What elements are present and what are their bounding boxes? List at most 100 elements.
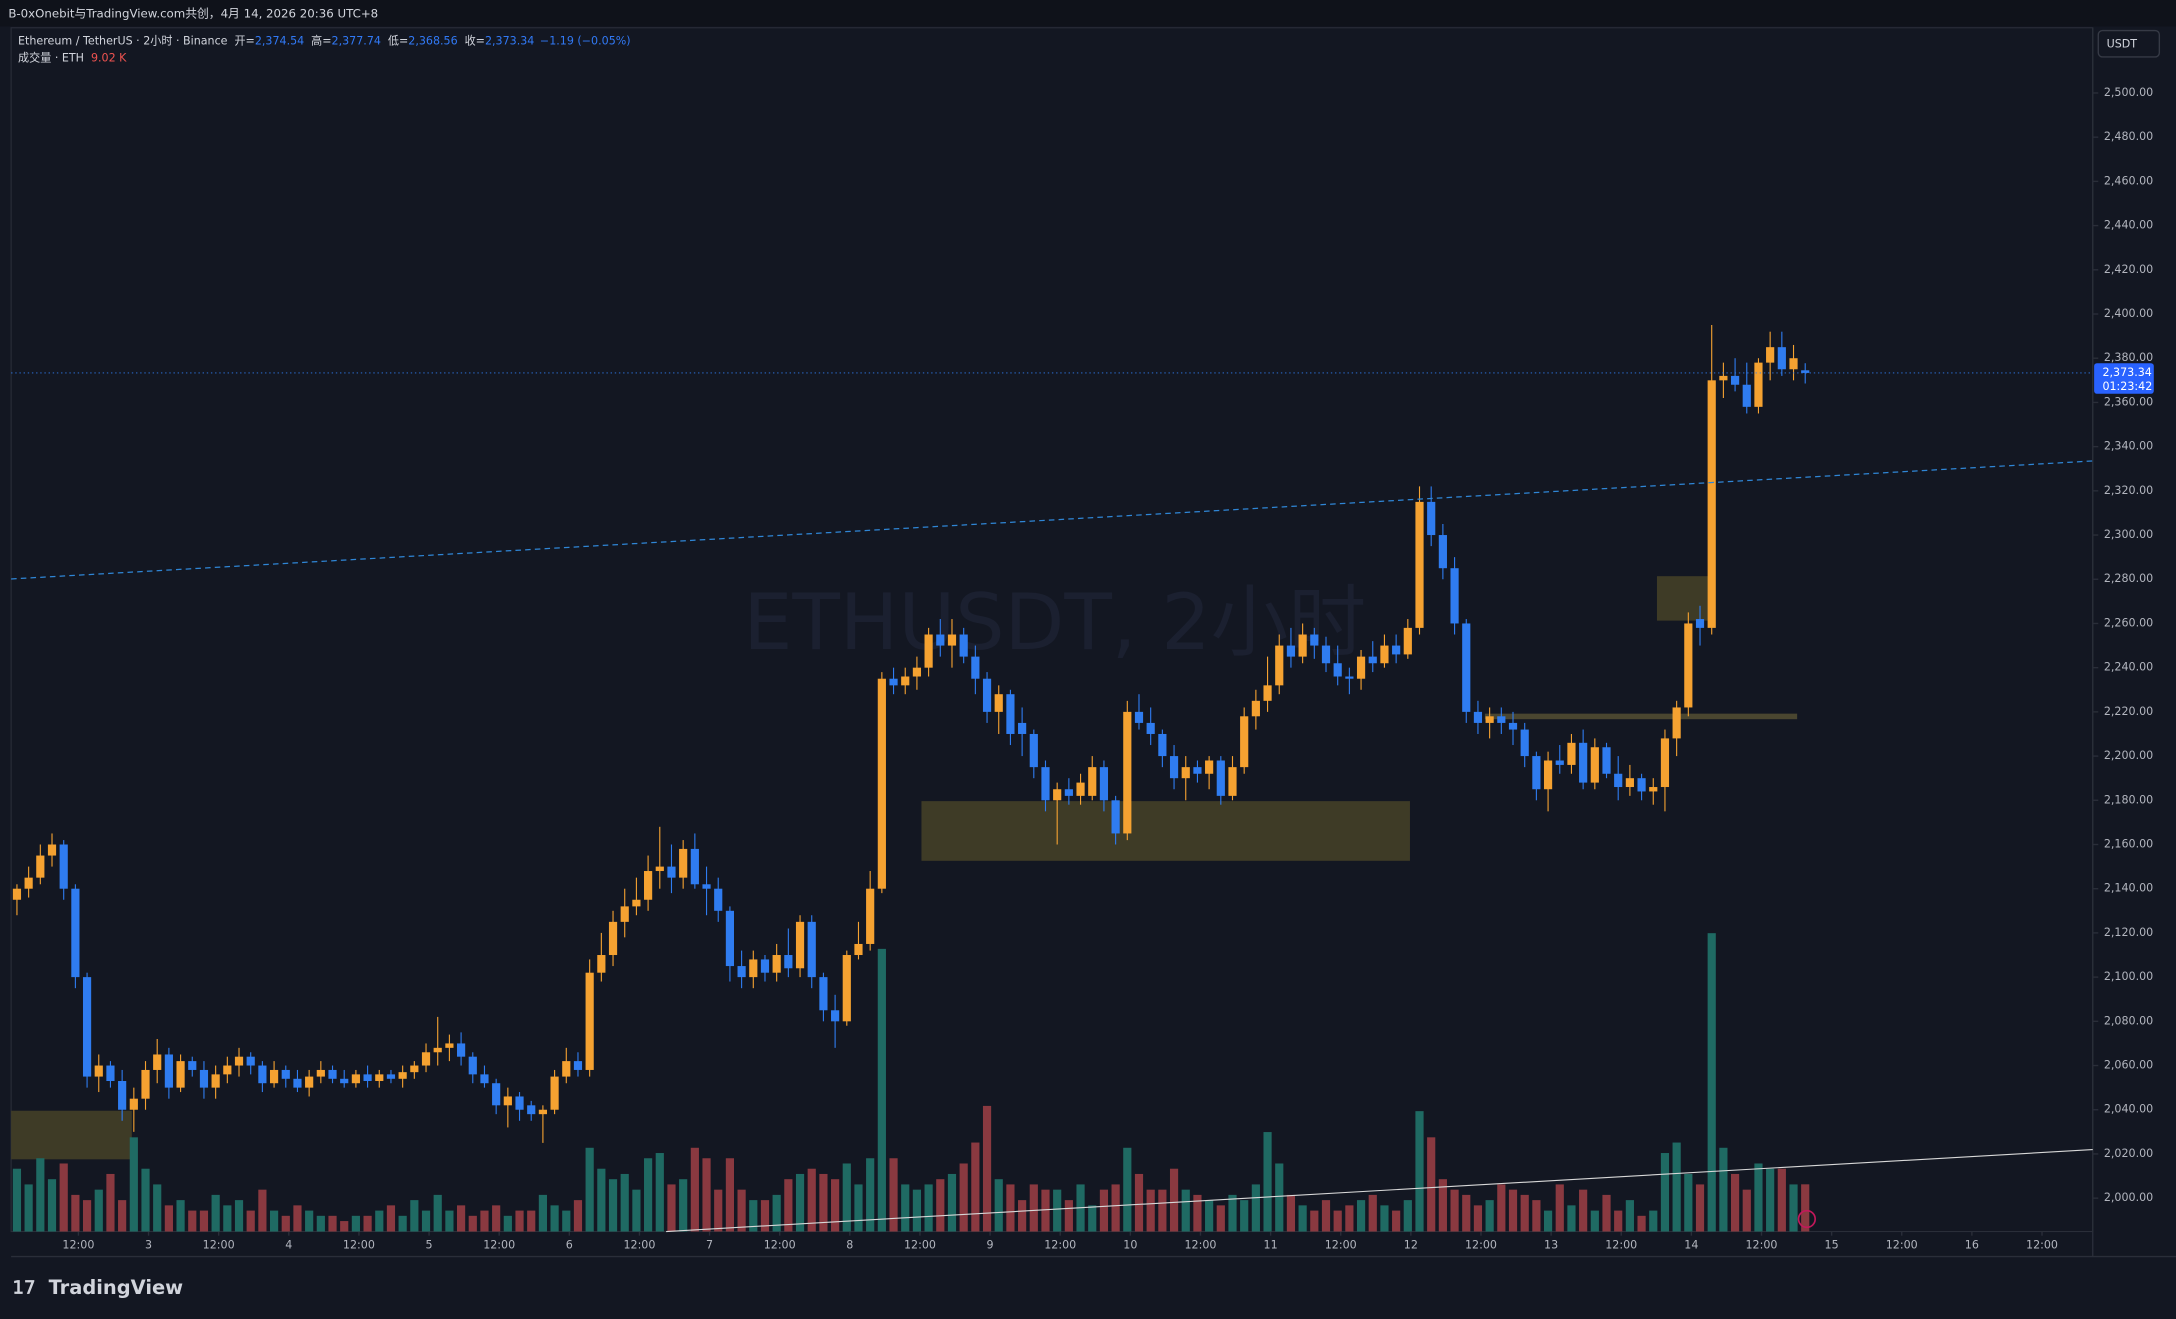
candle-body xyxy=(1251,700,1260,717)
volume-bar xyxy=(1707,933,1716,1232)
change: −1.19 (−0.05%) xyxy=(540,35,631,48)
y-tick-label: 2,080.00 xyxy=(2104,1014,2153,1027)
volume-bar xyxy=(1672,1142,1681,1232)
candle-body xyxy=(129,1098,138,1110)
volume-bar xyxy=(199,1210,209,1232)
candle-body xyxy=(1134,711,1144,723)
candle-body xyxy=(877,678,886,889)
y-tick-label: 2,400.00 xyxy=(2104,307,2153,320)
volume-bar xyxy=(1579,1189,1588,1232)
volume-bar xyxy=(59,1163,68,1232)
volume-bar xyxy=(258,1189,267,1232)
candle-body xyxy=(795,921,805,969)
volume-bar xyxy=(866,1158,875,1232)
volume-bar xyxy=(1064,1200,1073,1232)
candle-body xyxy=(947,634,957,646)
x-tick-label: 12 xyxy=(1404,1238,1418,1251)
y-tick-label: 2,300.00 xyxy=(2104,528,2153,541)
volume-bar xyxy=(1590,1210,1599,1232)
legend-value: 2,374.54 xyxy=(255,35,304,48)
volume-bar xyxy=(1801,1184,1810,1232)
candle-body xyxy=(1543,760,1553,790)
volume-bar xyxy=(1695,1184,1705,1232)
candle-body xyxy=(1614,773,1623,788)
volume-bar xyxy=(597,1168,606,1232)
candle-body xyxy=(1579,742,1588,783)
candle-body xyxy=(1719,375,1728,381)
volume-bar xyxy=(1754,1163,1763,1232)
x-tick-label: 7 xyxy=(706,1238,713,1251)
candle-body xyxy=(293,1078,302,1088)
candle-body xyxy=(1228,767,1237,796)
volume-bar xyxy=(1111,1184,1120,1232)
volume-bar xyxy=(503,1215,512,1232)
candle-body xyxy=(1158,733,1167,757)
volume-bar xyxy=(1193,1194,1202,1232)
candle-body xyxy=(1169,756,1179,779)
volume-bar xyxy=(1719,1147,1728,1232)
volume-bar xyxy=(1181,1189,1190,1232)
volume-bar xyxy=(608,1179,618,1232)
volume-bar xyxy=(316,1215,325,1232)
candle-body xyxy=(1567,742,1576,765)
candle-body xyxy=(71,888,80,978)
volume-bar xyxy=(1006,1184,1015,1232)
last-price-label: 2,373.34 xyxy=(2102,366,2151,379)
candle-body xyxy=(1263,685,1272,701)
volume-bar xyxy=(363,1215,372,1232)
volume-bar xyxy=(398,1215,407,1232)
volume-bar xyxy=(994,1179,1003,1232)
candle-body xyxy=(1462,623,1471,712)
candle-body xyxy=(1672,707,1681,739)
y-tick-label: 2,120.00 xyxy=(2104,926,2153,939)
candle-body xyxy=(59,844,68,889)
volume-bar xyxy=(480,1210,489,1232)
candle-body xyxy=(1754,362,1763,407)
candle-body xyxy=(1146,722,1155,734)
volume-bar xyxy=(1450,1189,1459,1232)
candle-body xyxy=(819,977,828,1011)
legend-value: 2,373.34 xyxy=(485,35,534,48)
volume-bar xyxy=(749,1200,758,1232)
candle-body xyxy=(94,1065,103,1077)
candle-body xyxy=(445,1043,454,1048)
volume-bar xyxy=(842,1163,851,1232)
volume-bar xyxy=(386,1205,396,1232)
currency-box[interactable] xyxy=(2097,29,2161,58)
volume-bar xyxy=(47,1179,57,1232)
candle-body xyxy=(1590,747,1599,783)
volume-bar xyxy=(620,1173,629,1232)
x-tick-label: 5 xyxy=(426,1238,433,1251)
candle-body xyxy=(234,1056,244,1066)
volume-bar xyxy=(12,1168,22,1232)
candle-body xyxy=(772,955,781,973)
candle-body xyxy=(1438,535,1447,569)
alert-icon[interactable] xyxy=(1797,1209,1817,1229)
volume-bar xyxy=(1555,1184,1564,1232)
volume-bar xyxy=(1730,1173,1740,1232)
candle-body xyxy=(1637,778,1646,792)
candle-body xyxy=(1801,370,1810,373)
volume-bar xyxy=(959,1163,968,1232)
volume-bar xyxy=(106,1173,115,1232)
volume-bar xyxy=(819,1173,828,1232)
candle-body xyxy=(889,678,898,686)
candle-body xyxy=(1018,722,1027,734)
candle-body xyxy=(375,1074,384,1082)
y-tick-label: 2,460.00 xyxy=(2104,174,2153,187)
candle-body xyxy=(1695,619,1705,628)
volume-bar xyxy=(1356,1200,1366,1232)
candle-body xyxy=(632,899,641,907)
volume-bar xyxy=(1228,1194,1237,1232)
volume-bar xyxy=(1146,1189,1155,1232)
volume-bar xyxy=(1286,1194,1296,1232)
volume-bar xyxy=(667,1184,676,1232)
candle-body xyxy=(316,1069,325,1077)
volume-bar xyxy=(1216,1205,1225,1232)
x-tick-label: 15 xyxy=(1825,1238,1839,1251)
candle-body xyxy=(199,1069,209,1088)
candle-body xyxy=(1415,501,1424,628)
candle-body xyxy=(305,1076,314,1088)
candle-body xyxy=(866,888,875,944)
